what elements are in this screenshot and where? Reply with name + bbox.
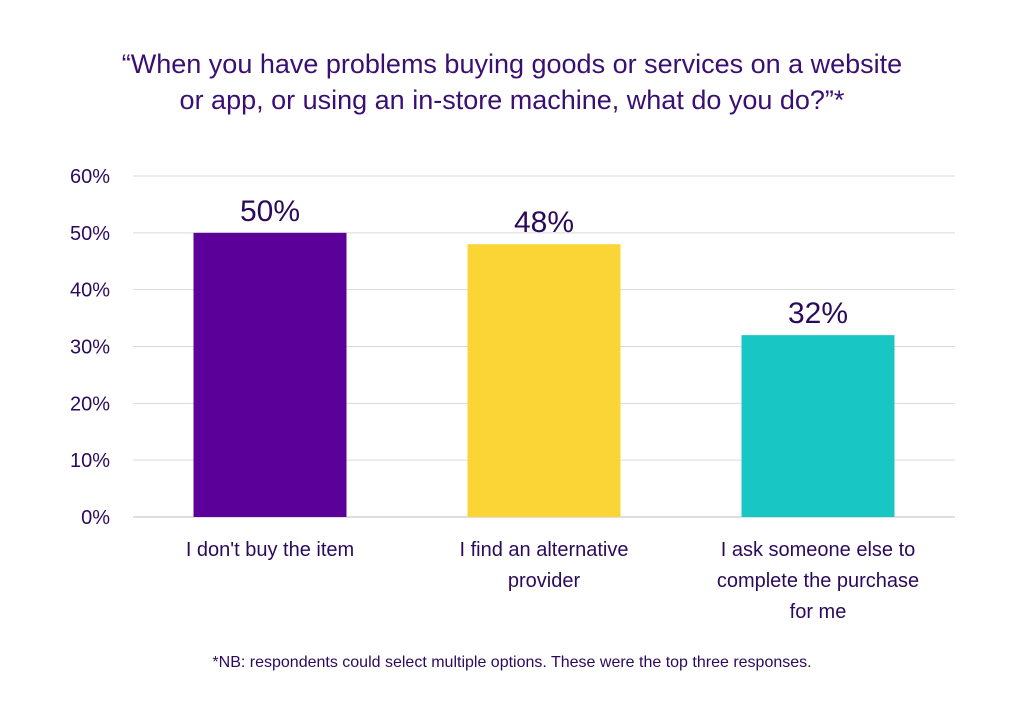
y-tick-label: 60%	[70, 166, 110, 188]
y-tick-label: 40%	[70, 280, 110, 302]
bar-value-label: 32%	[788, 297, 848, 330]
x-category-label: complete the purchase	[717, 570, 919, 592]
x-category-label: I ask someone else to	[721, 539, 916, 561]
footnote: *NB: respondents could select multiple o…	[212, 654, 812, 671]
x-category-label: I find an alternative	[460, 539, 629, 561]
y-tick-label: 50%	[70, 223, 110, 245]
chart-title-line-2: or app, or using an in-store machine, wh…	[179, 85, 845, 115]
y-tick-label: 30%	[70, 337, 110, 359]
chart-title-line-1: “When you have problems buying goods or …	[121, 49, 903, 79]
bar-value-label: 48%	[514, 206, 574, 239]
y-tick-label: 0%	[81, 507, 110, 529]
chart-title: “When you have problems buying goods or …	[40, 46, 984, 118]
bar-chart: 0% 10% 20% 30% 40% 50% 60% 50% I don't buy the i…	[70, 166, 955, 623]
y-tick-label: 10%	[70, 450, 110, 472]
bar	[741, 335, 895, 517]
x-category-label: I don't buy the item	[186, 539, 354, 561]
bar	[467, 244, 621, 517]
y-tick-label: 20%	[70, 393, 110, 415]
bar	[193, 232, 347, 518]
x-category-label: for me	[790, 601, 847, 623]
x-category-label: provider	[508, 570, 581, 592]
bar-value-label: 50%	[240, 195, 300, 228]
